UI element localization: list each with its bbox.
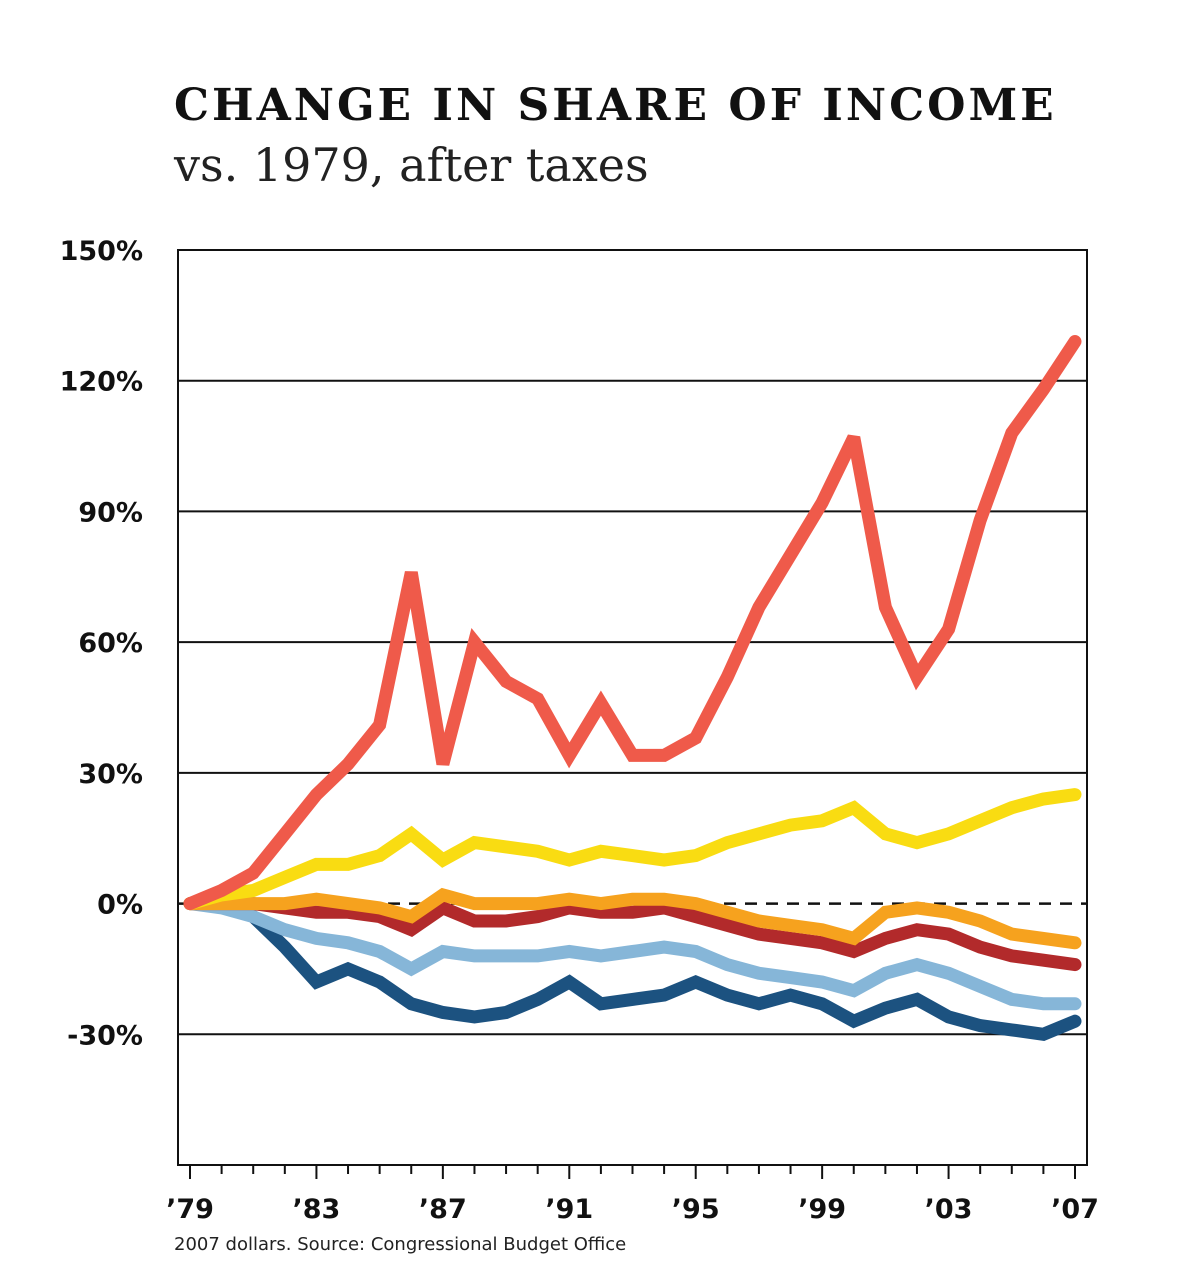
x-tick-label: ’03 [925,1194,973,1225]
y-tick-label: 0% [97,890,143,921]
y-tick-label: 30% [78,759,143,790]
series-line-81st-99th-percentile [183,788,1082,911]
series-line-bottom-quintile [183,897,1082,1041]
y-axis-labels: 150% 120% 90% 60% 30% 0% -30% [60,236,143,1051]
chart-title: CHANGE IN SHARE OF INCOME [174,80,1057,131]
series-line-fourth-quintile [183,887,1082,950]
series-line-middle-quintile [183,897,1082,972]
y-tick-label: 90% [78,497,143,528]
x-tick-label: ’79 [166,1194,214,1225]
y-tick-label: 150% [60,236,143,267]
x-tick-label: ’87 [419,1194,467,1225]
plot-frame [177,249,1088,1166]
series-line-second-quintile [183,897,1082,1011]
y-tick-label: 120% [60,367,143,398]
source-note: 2007 dollars. Source: Congressional Budg… [174,1234,627,1255]
x-tick-label: ’07 [1051,1194,1099,1225]
x-tick-label: ’95 [672,1194,720,1225]
chart-subtitle: vs. 1979, after taxes [174,138,649,192]
x-tick-label: ’91 [545,1194,593,1225]
series-lines [183,335,1082,1041]
y-tick-label: 60% [78,628,143,659]
x-axis-labels: ’79 ’83 ’87 ’91 ’95 ’99 ’03 ’07 [166,1194,1099,1225]
y-tick-label: -30% [67,1020,143,1051]
x-minor-ticks [189,1165,1076,1179]
series-line-top-1 [183,335,1082,911]
x-tick-label: ’83 [293,1194,341,1225]
x-tick-label: ’99 [798,1194,846,1225]
